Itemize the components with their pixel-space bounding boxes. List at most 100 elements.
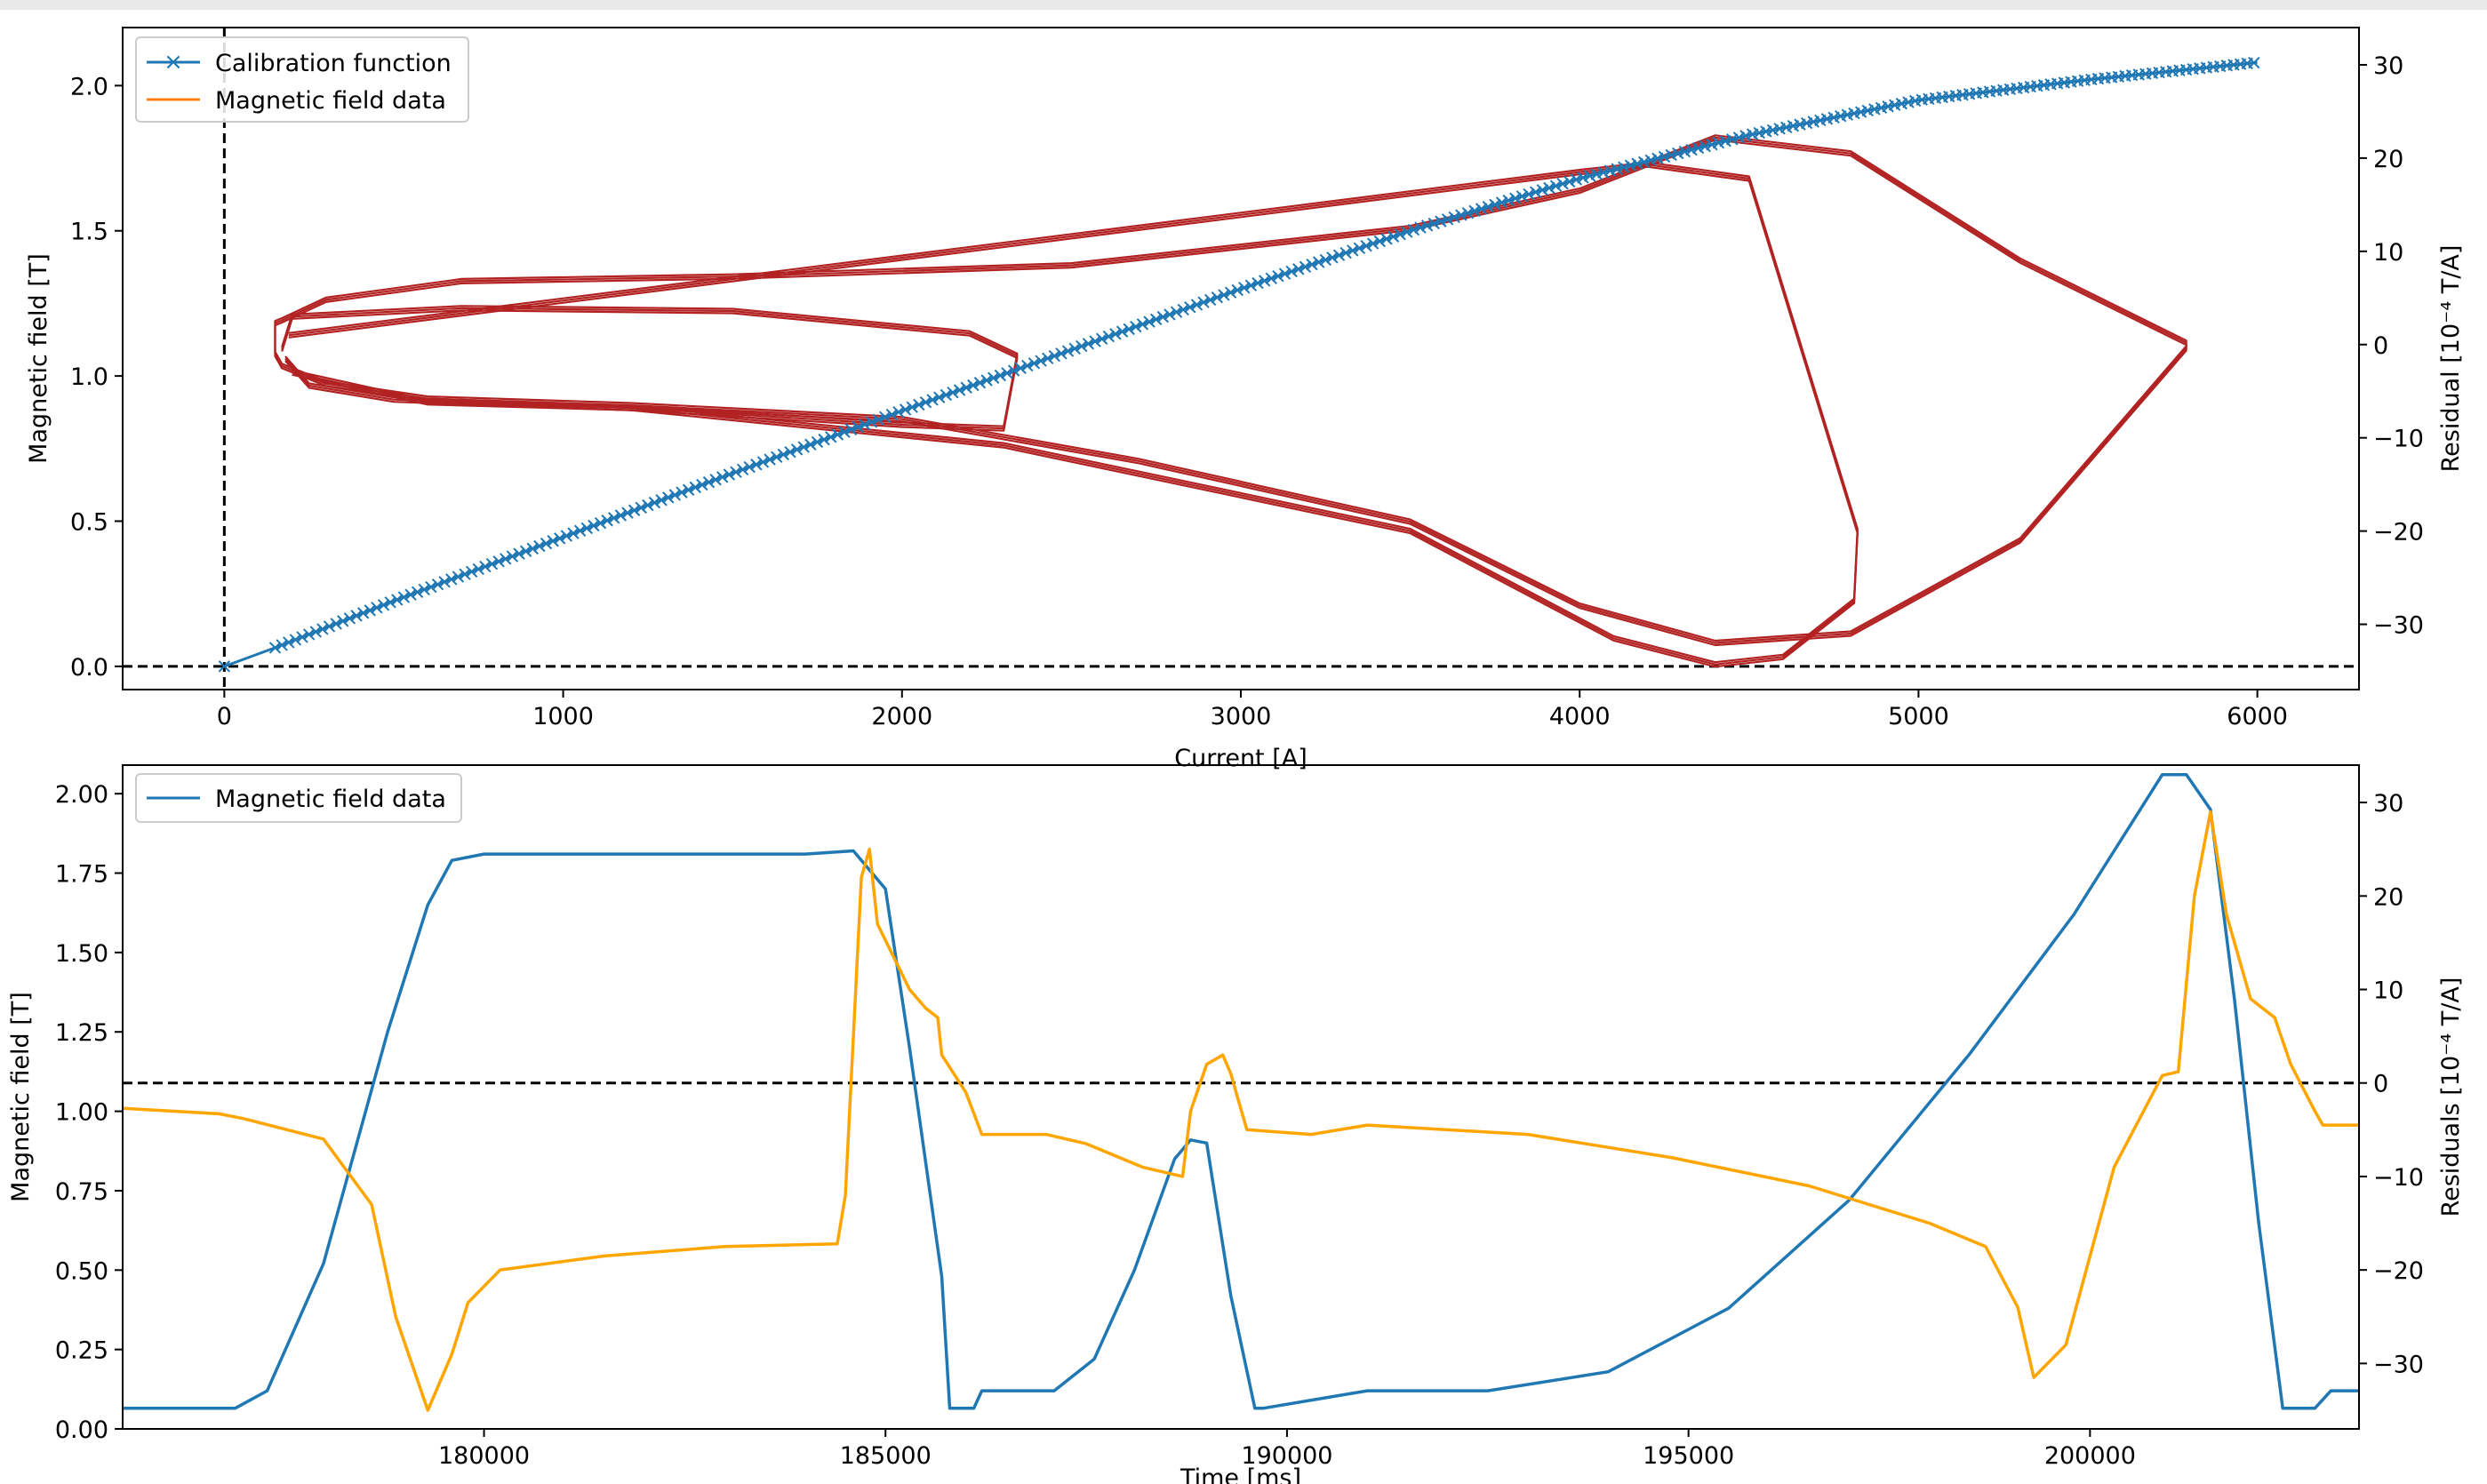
- calibration-point-marker: [1177, 303, 1189, 316]
- calibration-point-marker: [1076, 339, 1088, 353]
- calibration-point-marker: [1143, 315, 1156, 328]
- calibration-point-marker: [350, 610, 363, 622]
- y2-tick-label: −10: [2373, 426, 2424, 453]
- calibration-point-marker: [1597, 166, 1610, 179]
- calibration-y2-axis-label: Residual [10⁻⁴ T/A]: [2437, 245, 2465, 473]
- calibration-point-marker: [1387, 230, 1400, 243]
- calibration-point-marker: [411, 586, 424, 598]
- calibration-point-marker: [1685, 143, 1698, 156]
- calibration-point-marker: [1482, 200, 1494, 213]
- calibration-point-marker: [1068, 342, 1081, 355]
- calibration-point-marker: [472, 562, 484, 576]
- calibration-point-marker: [500, 553, 512, 565]
- calibration-point-marker: [554, 532, 566, 545]
- calibration-point-marker: [1123, 323, 1135, 336]
- calibration-point-marker: [1116, 325, 1129, 338]
- calibration-x-ticks: 0 1000 2000 3000 4000 5000 6000: [217, 690, 2288, 730]
- calibration-point-marker: [831, 428, 844, 441]
- calibration-x-axis-label: Current [A]: [1174, 745, 1307, 772]
- calibration-point-marker: [1515, 190, 1529, 203]
- calibration-point-marker: [1299, 260, 1312, 273]
- calibration-point-marker: [1672, 147, 1684, 160]
- calibration-point-marker: [1326, 251, 1339, 264]
- calibration-point-marker: [1190, 299, 1204, 311]
- y-tick-label: 0.5: [70, 508, 108, 536]
- calibration-point-marker: [309, 626, 322, 638]
- calibration-point-marker: [825, 431, 837, 443]
- calibration-point-marker: [1339, 246, 1352, 259]
- calibration-point-marker: [2248, 56, 2260, 69]
- calibration-point-marker: [519, 545, 532, 557]
- calibration-point-marker: [1637, 156, 1651, 168]
- calibration-point-marker: [397, 591, 411, 603]
- calibration-point-marker: [1380, 233, 1393, 245]
- y2-tick-label: −20: [2373, 1257, 2424, 1285]
- plot-content: [123, 772, 2359, 1412]
- calibration-point-marker: [1624, 159, 1637, 172]
- y2-tick-label: 0: [2373, 332, 2388, 360]
- calibration-point-marker: [1691, 141, 1705, 155]
- calibration-point-marker: [790, 443, 804, 456]
- calibration-point-marker: [1272, 269, 1284, 283]
- calibration-point-marker: [391, 594, 404, 606]
- y2-tick-label: 10: [2373, 239, 2403, 267]
- calibration-point-marker: [1618, 161, 1630, 173]
- calibration-point-marker: [1306, 258, 1318, 271]
- calibration-point-marker: [723, 468, 736, 481]
- calibration-point-marker: [1509, 192, 1522, 204]
- calibration-point-marker: [736, 463, 749, 476]
- calibration-point-marker: [438, 576, 451, 588]
- y-tick-label: 0.50: [55, 1257, 108, 1285]
- x-tick-label: 195000: [1643, 1442, 1734, 1470]
- calibration-point-marker: [1583, 170, 1596, 182]
- y2-tick-label: −30: [2373, 1351, 2424, 1378]
- residual-loop-line: [281, 309, 1019, 432]
- calibration-point-marker: [980, 374, 993, 387]
- y-tick-label: 2.00: [55, 781, 108, 809]
- calibration-legend: × Calibration function Magnetic field da…: [135, 36, 469, 123]
- calibration-point-marker: [1706, 138, 1718, 151]
- time-series-plot-frame: [122, 764, 2360, 1430]
- calibration-point-marker: [635, 501, 647, 515]
- calibration-plot-area: [123, 28, 2359, 690]
- calibration-point-marker: [384, 596, 396, 609]
- calibration-point-marker: [1265, 272, 1278, 285]
- y-tick-label: 0.25: [55, 1337, 108, 1365]
- calibration-point-marker: [689, 481, 701, 494]
- calibration-point-marker: [967, 379, 980, 392]
- calibration-point-marker: [1495, 196, 1508, 209]
- residual-loop-line: [288, 161, 1859, 664]
- time-series-y2-ticks: −30 −20 −10 0 10 20 30: [2359, 790, 2424, 1378]
- calibration-point-marker: [1184, 300, 1196, 314]
- calibration-point-marker: [418, 583, 430, 596]
- legend-marker-calibration-function: ×: [164, 49, 183, 76]
- calibration-point-marker: [702, 475, 716, 489]
- calibration-point-marker: [1414, 221, 1427, 234]
- calibration-point-marker: [621, 507, 634, 519]
- calibration-point-marker: [1475, 203, 1488, 215]
- calibration-point-marker: [1130, 320, 1142, 333]
- calibration-point-marker: [1312, 256, 1325, 268]
- calibration-point-marker: [1319, 253, 1332, 267]
- x-tick-label: 0: [217, 703, 232, 730]
- calibration-point-marker: [1285, 265, 1298, 278]
- calibration-point-marker: [885, 408, 899, 421]
- calibration-point-marker: [614, 509, 628, 522]
- calibration-point-marker: [459, 568, 471, 580]
- y-tick-label: 0.75: [55, 1178, 108, 1206]
- calibration-point-marker: [425, 580, 437, 594]
- calibration-point-marker: [1332, 249, 1346, 261]
- x-tick-label: 2000: [871, 703, 932, 730]
- calibration-point-marker: [431, 578, 444, 591]
- calibration-point-marker: [371, 602, 383, 614]
- calibration-point-marker: [913, 398, 925, 411]
- calibration-point-marker: [1441, 213, 1454, 226]
- calibration-point-marker: [465, 565, 478, 578]
- y2-tick-label: 30: [2373, 790, 2403, 818]
- calibration-point-marker: [1238, 282, 1251, 294]
- y2-tick-label: −10: [2373, 1164, 2424, 1192]
- calibration-point-marker: [1577, 172, 1589, 184]
- x-tick-label: 190000: [1241, 1442, 1332, 1470]
- calibration-point-marker: [506, 550, 519, 562]
- y2-tick-label: 0: [2373, 1071, 2388, 1098]
